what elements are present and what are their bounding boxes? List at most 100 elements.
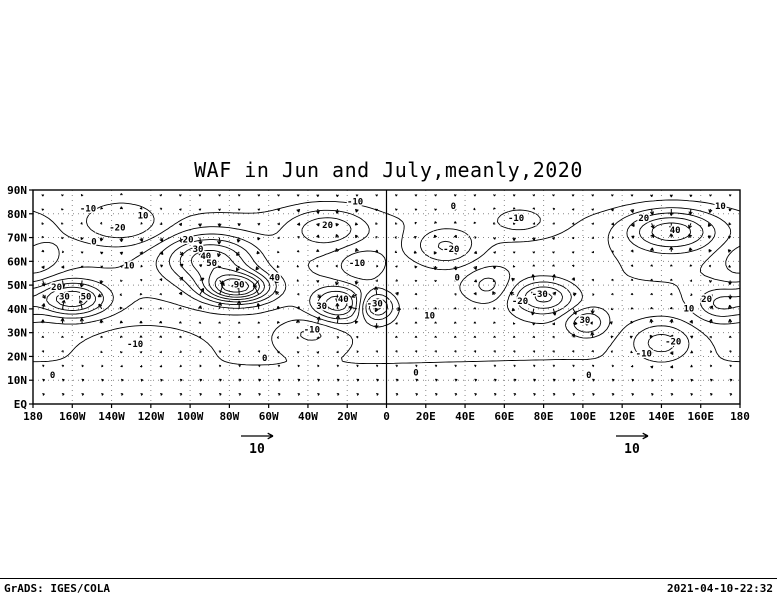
flux-vector-arrow [199,277,205,282]
contour-line--20 [368,240,676,353]
flux-vector-arrow [708,208,713,214]
flux-vector-arrow [493,364,497,368]
flux-vector-arrow [199,350,202,354]
flux-vector-arrow [571,194,575,197]
flux-vector-arrow [473,207,476,211]
flux-vector-arrow [709,294,713,299]
flux-vector-arrow [591,349,594,353]
flux-vector-arrow [729,364,732,368]
flux-vector-arrow [513,322,516,325]
contour-label: 0 [413,369,418,379]
flux-vector-arrow [198,223,202,227]
footer-timestamp: 2021-04-10-22:32 [667,582,773,595]
flux-vector-arrow [61,294,66,300]
flux-vector-arrow [591,222,594,225]
flux-vector-arrow [120,364,123,368]
contour-label: 0 [454,273,459,283]
flux-vector-arrow [258,378,262,382]
flux-vector-arrow [354,320,359,324]
flux-vector-arrow [552,378,556,382]
x-axis-label: 80W [219,410,239,423]
flux-vector-arrow [179,263,184,268]
flux-vector-arrow [120,265,123,268]
flux-vector-arrow [729,378,733,382]
flux-vector-arrow [218,194,221,197]
flux-vector-arrow [139,320,143,324]
flux-vector-arrow [316,264,319,268]
flux-vector-arrow [41,303,46,310]
flux-vector-arrow [296,336,300,339]
flux-vector-arrow [649,318,654,324]
flux-vector-arrow [41,280,46,287]
flux-vector-arrow [355,208,359,213]
flux-vector-arrow [590,331,595,338]
flux-vector-arrow [512,251,516,254]
flux-vector-arrow [179,208,182,211]
flux-vector-arrow [413,250,417,254]
flux-vector-arrow [590,308,595,314]
flux-vector-arrow [414,350,418,353]
contour-label: 0 [586,371,591,381]
flux-vector-arrow [120,378,124,382]
flux-vector-arrow [434,321,437,324]
flux-vector-arrow [316,194,320,197]
flux-vector-arrow [631,378,635,382]
flux-vector-arrow [669,318,674,324]
flux-vector-arrow [355,335,359,339]
contour-label: 20 [638,214,649,224]
flux-vector-arrow [572,393,576,396]
flux-vector-arrow [571,236,575,240]
flux-vector-arrow [434,221,438,224]
flux-vector-arrow [630,307,634,310]
flux-vector-arrow [669,223,674,230]
flux-vector-arrow [97,293,102,298]
flux-vector-arrow [571,333,576,338]
flux-vector-arrow [316,336,320,339]
flux-vector-arrow [729,393,733,396]
contour-label: -30 [367,300,383,310]
flux-vector-arrow [354,280,359,285]
flux-vector-arrow [591,236,595,240]
flux-vector-arrow [42,364,45,368]
flux-vector-arrow [199,378,203,382]
flux-vector-arrow [296,208,301,213]
flux-vector-arrow [532,335,536,339]
contour-label: -10 [347,197,363,207]
flux-vector-arrow [532,222,536,225]
flux-vector-arrow [414,208,418,211]
flux-vector-arrow [669,351,674,356]
flux-vector-arrow [630,365,634,368]
x-axis-label: 100W [177,410,204,423]
flux-vector-arrow [238,378,242,382]
contour-label: 10 [138,212,149,222]
flux-vector-arrow [256,303,261,309]
flux-vector-arrow [728,294,733,300]
flux-vector-arrow [119,293,122,296]
flux-vector-arrow [335,248,340,253]
flux-vector-arrow [80,221,83,225]
flux-vector-arrow [119,251,124,255]
flux-vector-arrow [375,236,378,239]
flux-vector-arrow [258,393,261,396]
flux-vector-arrow [60,222,64,225]
flux-vector-arrow [533,364,536,368]
flux-vector-arrow [42,378,46,382]
flux-vector-arrow [454,378,458,382]
flux-vector-arrow [101,378,104,382]
flux-vector-arrow [395,378,399,382]
flux-vector-arrow [257,208,261,211]
flux-vector-arrow [317,378,321,382]
flux-vector-arrow [198,321,202,324]
flux-vector-arrow [611,292,614,296]
flux-vector-arrow [375,222,378,225]
flux-vector-arrow [433,234,438,238]
y-axis-label: 40N [7,303,27,316]
flux-vector-arrow [571,208,575,211]
flux-vector-arrow [160,264,164,268]
footer: GrADS: IGES/COLA 2021-04-10-22:32 [0,578,777,600]
flux-vector-arrow [139,278,143,282]
flux-vector-arrow [395,350,398,353]
y-axis-label: EQ [14,398,28,411]
flux-vector-arrow [513,350,516,353]
